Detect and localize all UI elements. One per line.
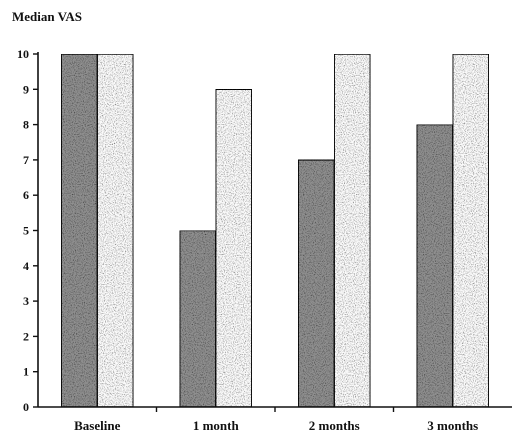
y-tick-label: 8 — [23, 118, 29, 132]
y-tick-label: 4 — [23, 259, 29, 273]
bar-series-2-1 — [215, 88, 253, 408]
y-ticks-group: 0 1 2 3 4 5 6 7 8 9 10 — [17, 47, 38, 414]
y-tick-label: 9 — [23, 82, 29, 96]
bar-series-2-0 — [96, 53, 134, 408]
bar-series-1-1 — [179, 229, 217, 408]
y-tick-label: 5 — [23, 224, 29, 238]
x-tick-label: 3 months — [427, 418, 478, 433]
y-tick-label: 0 — [23, 400, 29, 414]
x-tick-label: 1 month — [193, 418, 240, 433]
y-tick-label: 7 — [23, 153, 29, 167]
bar-series-1-2 — [297, 159, 335, 408]
y-tick-label: 1 — [23, 365, 29, 379]
y-tick-label: 10 — [17, 47, 29, 61]
y-tick-label: 3 — [23, 294, 29, 308]
x-tick-label: 2 months — [309, 418, 360, 433]
y-axis-title: Median VAS — [12, 9, 82, 24]
bars-group — [60, 53, 490, 408]
x-ticks-group: Baseline 1 month 2 months 3 months — [74, 407, 478, 433]
x-tick-label: Baseline — [74, 418, 120, 433]
bar-series-1-3 — [416, 123, 454, 408]
y-tick-label: 2 — [23, 329, 29, 343]
y-tick-label: 6 — [23, 188, 29, 202]
bar-series-2-2 — [333, 53, 371, 408]
bar-series-1-0 — [60, 53, 98, 408]
bar-series-2-3 — [452, 53, 490, 408]
